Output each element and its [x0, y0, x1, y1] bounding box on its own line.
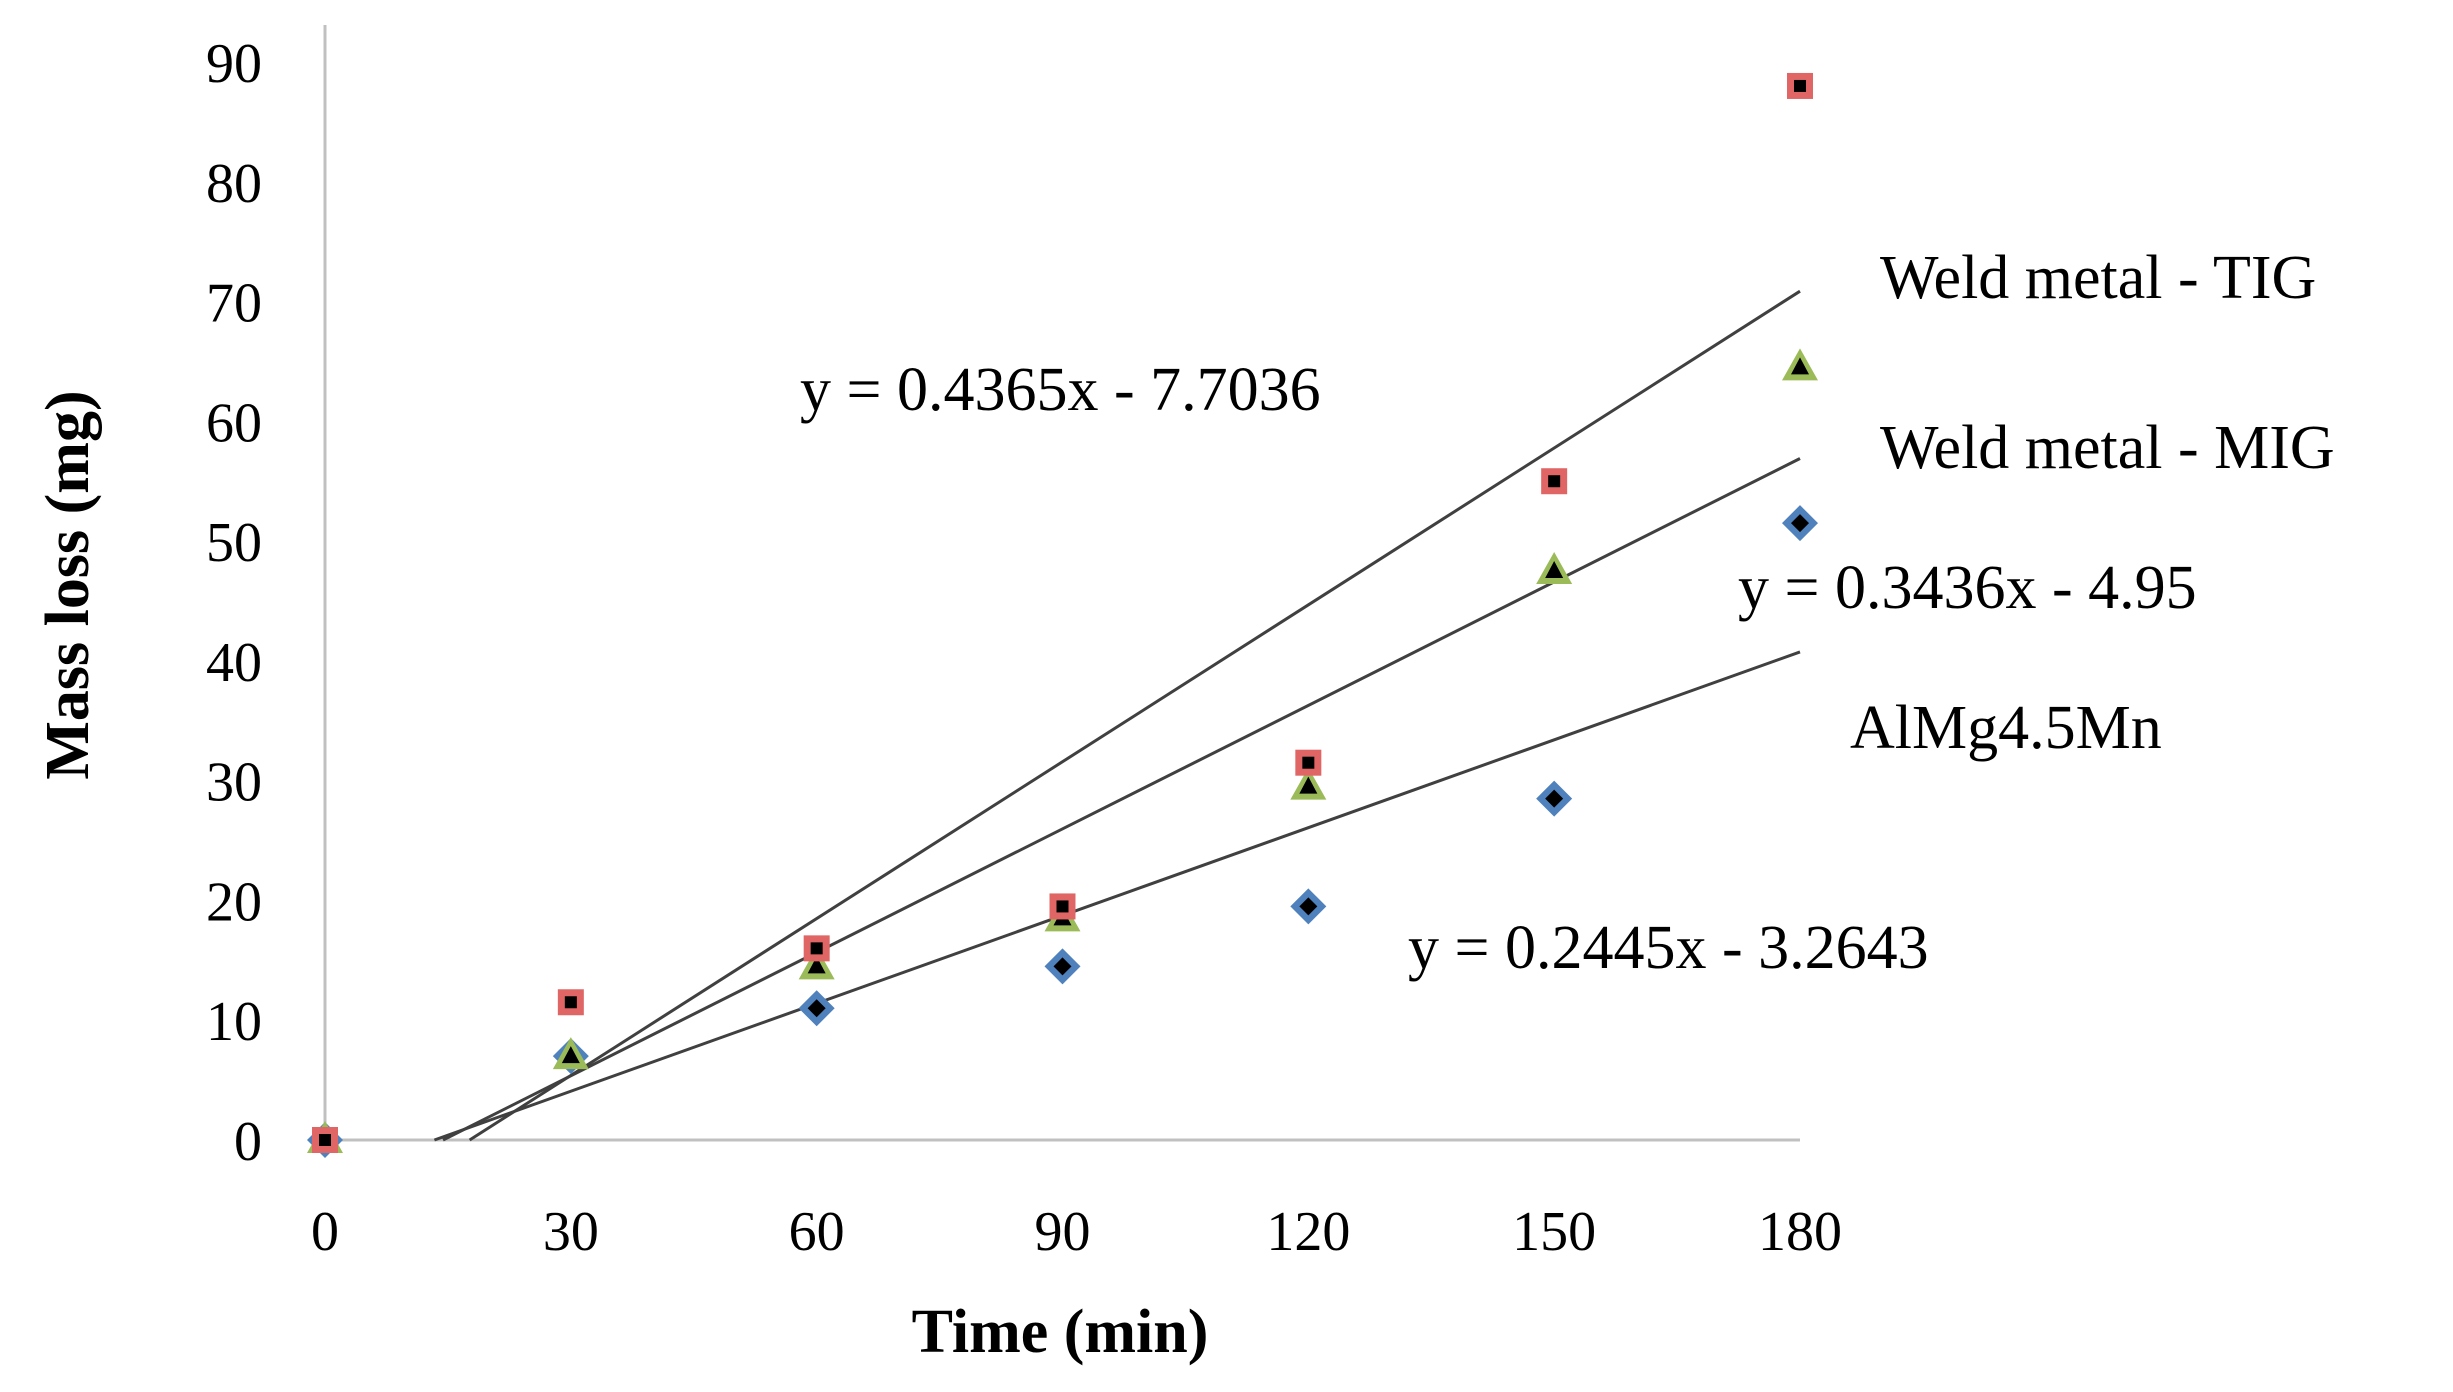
x-tick-label: 120 — [1266, 1201, 1350, 1263]
data-point-tig — [1787, 72, 1813, 99]
marker-triangle-inner — [561, 1046, 580, 1064]
x-tick-label: 180 — [1758, 1201, 1842, 1263]
data-point-mig — [1782, 348, 1818, 381]
marker-square-inner — [810, 942, 823, 955]
data-point-almg — [1536, 780, 1573, 817]
marker-diamond-inner — [1791, 514, 1809, 533]
y-tick-label: 60 — [206, 392, 262, 454]
data-point-almg — [798, 990, 835, 1027]
x-tick-label: 90 — [1035, 1201, 1091, 1263]
y-tick-label: 20 — [206, 871, 262, 933]
data-point-mig — [552, 1037, 589, 1070]
marker-diamond-inner — [1053, 957, 1072, 976]
marker-square-inner — [1794, 79, 1806, 92]
legend-label-almg: AlMg4.5Mn — [1850, 694, 2162, 762]
labels: Time (min) Mass loss (mg) Weld metal - T… — [34, 244, 2335, 1366]
data-point-tig — [312, 1127, 338, 1153]
marker-square-inner — [1302, 756, 1315, 769]
y-tick-label: 90 — [206, 33, 262, 95]
marker-triangle-inner — [1791, 357, 1809, 375]
trendline-mig — [442, 457, 1801, 1142]
x-tick-label: 0 — [311, 1201, 339, 1263]
data-point-tig — [557, 989, 584, 1016]
y-tick-label: 40 — [206, 632, 262, 694]
x-tick-label: 30 — [543, 1201, 599, 1263]
y-tick-label: 10 — [206, 991, 262, 1053]
marker-triangle-inner — [807, 956, 826, 974]
marker-diamond-inner — [1545, 789, 1564, 808]
y-tick-label: 0 — [234, 1111, 262, 1173]
data-point-tig — [1541, 468, 1568, 495]
marker-square-inner — [1056, 900, 1069, 913]
marker-diamond-inner — [1299, 897, 1318, 916]
data-point-almg — [1290, 888, 1327, 925]
data-points — [307, 72, 1818, 1158]
marker-square-inner — [319, 1134, 331, 1146]
data-point-mig — [1536, 552, 1573, 585]
trendline-tig — [468, 289, 1801, 1142]
y-axis-title: Mass loss (mg) — [34, 390, 102, 779]
data-point-almg — [1044, 948, 1081, 985]
data-point-mig — [1290, 767, 1327, 800]
marker-square-inner — [1548, 475, 1561, 488]
data-point-mig — [798, 947, 835, 980]
y-tick-label: 50 — [206, 512, 262, 574]
y-tick-label: 30 — [206, 752, 262, 814]
y-tick-label: 70 — [206, 273, 262, 335]
data-point-almg — [1782, 505, 1818, 542]
marker-triangle-inner — [1545, 561, 1564, 579]
axes: 0 30 60 90 120 150 180 0 10 20 30 40 50 60 70 80 90 — [206, 25, 1842, 1263]
marker-diamond-inner — [807, 999, 826, 1018]
trendline-almg — [433, 650, 1801, 1142]
equation-tig: y = 0.4365x - 7.7036 — [800, 356, 1321, 424]
x-tick-label: 150 — [1512, 1201, 1596, 1263]
data-point-tig — [1049, 893, 1076, 920]
y-tick-label: 80 — [206, 153, 262, 215]
marker-triangle-inner — [1299, 776, 1318, 794]
trendlines — [433, 289, 1801, 1142]
data-point-tig — [803, 935, 830, 962]
x-tick-label: 60 — [789, 1201, 845, 1263]
equation-mig: y = 0.3436x - 4.95 — [1738, 554, 2197, 622]
legend-label-mig: Weld metal - MIG — [1880, 414, 2335, 482]
legend-label-tig: Weld metal - TIG — [1880, 244, 2316, 312]
equation-almg: y = 0.2445x - 3.2643 — [1408, 914, 1929, 982]
marker-square-inner — [564, 996, 577, 1009]
x-axis-title: Time (min) — [912, 1298, 1209, 1366]
data-point-tig — [1295, 749, 1322, 776]
